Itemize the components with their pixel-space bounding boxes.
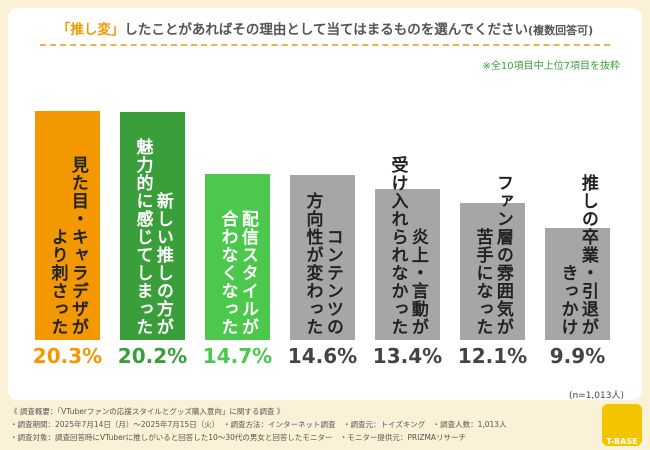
bar [120, 111, 185, 340]
category-label-box: 推しの卒業・引退が きっかけ [545, 100, 610, 336]
footer-line: ・調査期間：2025年7月14日（月）～2025年7月15日（火） ・調査方法：… [10, 420, 507, 429]
footer-line: 《 調査概要：「VTuberファンの応援スタイルとグッズ購入意向」に関する調査 … [10, 407, 285, 416]
value-label: 20.2% [117, 344, 188, 368]
category-label-box: 新しい推しの方が 魅力的に感じてしまった [120, 100, 185, 336]
category-label: 炎上・言動が 受け入れられなかった [387, 156, 428, 336]
title-suffix: (複数回答可) [528, 24, 594, 37]
bar [375, 188, 440, 340]
category-label-box: 炎上・言動が 受け入れられなかった [375, 100, 440, 336]
category-label-box: ファン層の雰囲気が 苦手になった [460, 100, 525, 336]
category-label: 見た目・キャラデザが より刺さった [47, 156, 88, 336]
category-label: 配信スタイルが 合わなくなった [217, 210, 258, 336]
title-underline [40, 44, 610, 46]
bar [205, 173, 270, 340]
category-label-box: 配信スタイルが 合わなくなった [205, 100, 270, 336]
value-label: 9.9% [549, 344, 606, 368]
category-label: ファン層の雰囲気が 苦手になった [472, 174, 513, 336]
bar [35, 110, 100, 340]
footer: 《 調査概要：「VTuberファンの応援スタイルとグッズ購入意向」に関する調査 … [10, 405, 507, 444]
value-label: 12.1% [457, 344, 528, 368]
sample-size: (n=1,013人) [568, 391, 624, 401]
value-label: 14.7% [202, 344, 273, 368]
category-label: コンテンツの 方向性が変わった [302, 192, 343, 336]
bar [545, 228, 610, 340]
value-label: 20.3% [32, 344, 103, 368]
category-label-box: 見た目・キャラデザが より刺さった [35, 100, 100, 336]
bar [460, 203, 525, 340]
title-highlight: 「推し変」 [56, 22, 125, 38]
bar [290, 175, 355, 340]
logo: T-BASE [602, 404, 642, 446]
note: ※全10項目中上位7項目を抜粋 [482, 61, 620, 72]
title-main: したことがあればその理由として当てはまるものを選んでください [124, 22, 529, 38]
footer-line: ・調査対象：調査回答時にVTuberに推しがいると回答した10～30代の男女と回… [10, 433, 467, 442]
value-label: 14.6% [287, 344, 358, 368]
category-label: 新しい推しの方が 魅力的に感じてしまった [132, 138, 173, 336]
category-label: 推しの卒業・引退が きっかけ [557, 174, 598, 336]
value-label: 13.4% [372, 344, 443, 368]
category-label-box: コンテンツの 方向性が変わった [290, 100, 355, 336]
chart-title: 「推し変」したことがあればその理由として当てはまるものを選んでください(複数回答… [0, 18, 650, 38]
